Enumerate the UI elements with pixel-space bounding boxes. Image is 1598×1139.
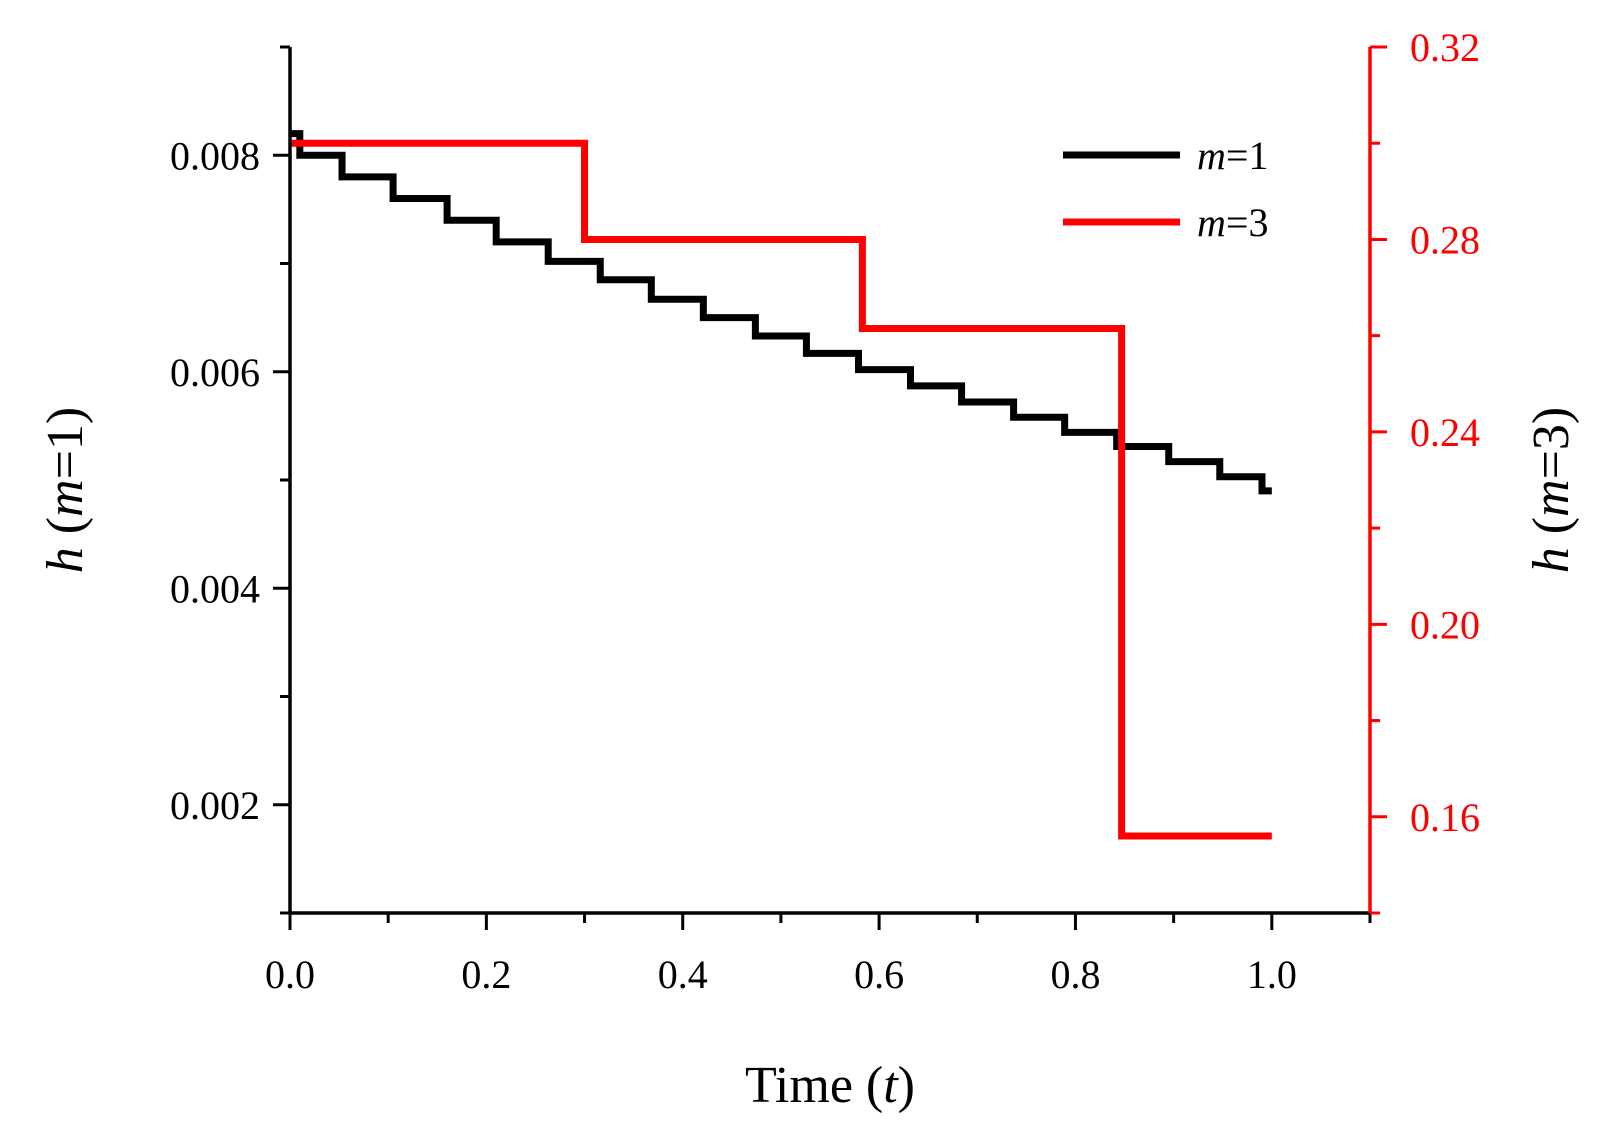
x-tick-label: 1.0 — [1247, 952, 1297, 997]
x-tick-label: 0.6 — [854, 952, 904, 997]
y-right-tick-label: 0.28 — [1410, 217, 1480, 262]
series-line-2 — [290, 139, 1272, 840]
axes-layer: 0.0 0.2 0.4 0.6 0.8 1.0 0.002 0.004 0.006 0.008 0.… — [37, 25, 1580, 1114]
x-tick-label: 0.2 — [461, 952, 511, 997]
y-left-tick-label: 0.006 — [170, 350, 260, 395]
series-line-1 — [290, 130, 1272, 495]
x-tick-label: 0.0 — [265, 952, 315, 997]
x-tick-label: 0.4 — [658, 952, 708, 997]
y-right-axis-title: h (m=3) — [1523, 407, 1580, 574]
y-left-tick-label: 0.004 — [170, 566, 260, 611]
y-left-axis-title: h (m=1) — [37, 407, 94, 574]
legend-label-1: m=1 — [1197, 133, 1268, 178]
legend-label-2: m=3 — [1197, 200, 1268, 245]
x-axis-title: Time (t) — [745, 1057, 915, 1114]
y-right-tick-label: 0.20 — [1410, 602, 1480, 647]
y-right-tick-label: 0.32 — [1410, 25, 1480, 70]
series-layer — [290, 130, 1272, 840]
y-right-tick-label: 0.16 — [1410, 795, 1480, 840]
y-right-tick-label: 0.24 — [1410, 410, 1480, 455]
x-tick-label: 0.8 — [1050, 952, 1100, 997]
y-left-tick-label: 0.002 — [170, 783, 260, 828]
y-left-tick-label: 0.008 — [170, 133, 260, 178]
legend: m=1m=3 — [1063, 133, 1268, 245]
